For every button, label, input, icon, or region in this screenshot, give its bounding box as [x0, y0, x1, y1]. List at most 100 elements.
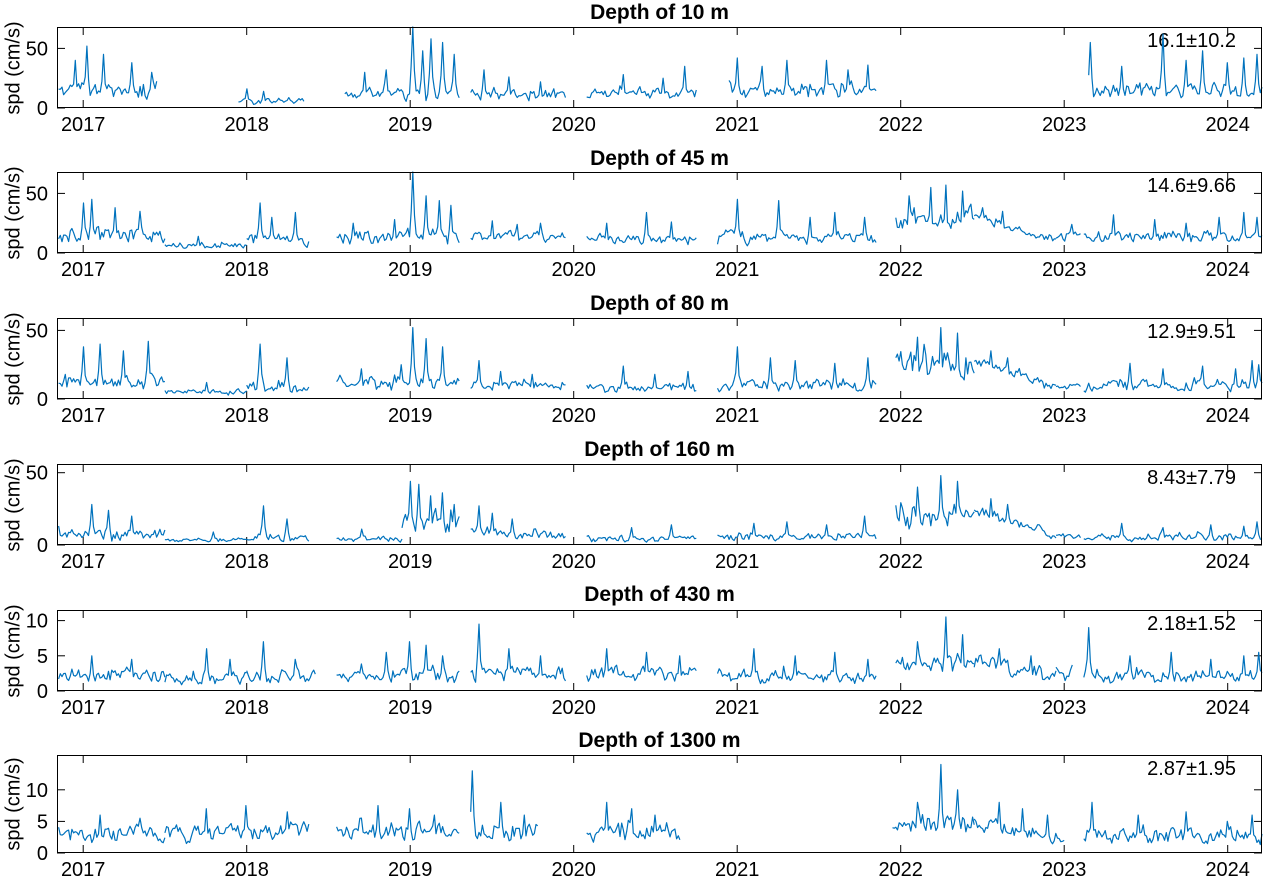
plot-area-depth-160m: 2017 2018 2019 2020 2021 2022 2023 2024 0 50 [26, 463, 1263, 573]
x-tick-label: 2023 [1042, 697, 1087, 719]
y-tick-label: 10 [26, 780, 48, 802]
x-tick-label: 2017 [61, 551, 106, 573]
speed-series-line [58, 340, 166, 390]
speed-series-line [401, 480, 460, 533]
speed-series-line [336, 171, 460, 245]
speed-series-line [336, 528, 403, 543]
y-tick-label: 0 [37, 535, 48, 557]
x-tick-label: 2018 [224, 551, 269, 573]
x-tick-label: 2019 [388, 859, 433, 877]
speed-series-line [344, 26, 460, 102]
speed-series-line [895, 475, 975, 530]
x-tick-label: 2017 [61, 697, 106, 719]
speed-series-line [336, 805, 460, 841]
x-tick-label: 2020 [551, 114, 596, 136]
x-tick-label: 2017 [61, 859, 106, 877]
y-tick-label: 0 [37, 843, 48, 865]
speed-series-line [717, 515, 877, 542]
x-tick-label: 2018 [224, 259, 269, 281]
speed-series-line [336, 327, 460, 391]
speed-series-line [973, 648, 1057, 681]
speed-series-line [164, 235, 247, 249]
plot-area-depth-430m: 2017 2018 2019 2020 2021 2022 2023 2024 0 5 10 [26, 610, 1263, 719]
speed-series-line [164, 805, 310, 845]
speed-series-line [58, 655, 166, 683]
speed-series-line [973, 350, 1057, 390]
mean-std-annotation: 2.18±1.52 [1147, 613, 1236, 635]
speed-series-line [895, 616, 975, 672]
mean-std-annotation: 8.43±7.79 [1147, 467, 1236, 489]
plot-area-depth-1300m: 2017 2018 2019 2020 2021 2022 2023 2024 0 5 10 [26, 755, 1263, 877]
speed-series-line [1083, 521, 1263, 543]
y-tick-label: 5 [37, 811, 48, 833]
speed-series-line [58, 814, 166, 844]
speed-series-line [164, 648, 247, 686]
subplot-depth-1300m: Depth of 1300 m spd (cm/s) 2.87±1.95 201… [0, 728, 1270, 877]
x-tick-label: 2021 [715, 259, 760, 281]
speed-series-line [1083, 360, 1263, 393]
x-tick-label: 2023 [1042, 405, 1087, 427]
speed-series-line [164, 381, 248, 396]
plot-area-depth-45m: 2017 2018 2019 2020 2021 2022 2023 2024 0 50 [26, 171, 1263, 281]
x-tick-label: 2023 [1042, 859, 1087, 877]
speed-series-line [470, 505, 566, 540]
speed-series-line [586, 211, 697, 246]
subplot-title: Depth of 80 m [590, 292, 729, 315]
x-tick-label: 2024 [1205, 259, 1250, 281]
y-tick-label: 50 [26, 463, 48, 485]
x-tick-label: 2023 [1042, 259, 1087, 281]
y-tick-label: 0 [37, 98, 48, 120]
speed-series-line [892, 763, 975, 833]
speed-series-line [58, 45, 158, 100]
x-tick-label: 2018 [224, 697, 269, 719]
y-tick-label: 50 [26, 183, 48, 205]
speed-series-line [586, 648, 697, 682]
x-tick-label: 2020 [551, 259, 596, 281]
speed-series-line [470, 69, 567, 102]
x-tick-label: 2018 [224, 405, 269, 427]
subplot-depth-80m: Depth of 80 m spd (cm/s) 12.9±9.51 2017 2… [0, 291, 1270, 437]
x-tick-label: 2022 [878, 551, 923, 573]
x-tick-label: 2020 [551, 405, 596, 427]
speed-series-line [716, 648, 877, 685]
y-tick-label: 0 [37, 243, 48, 265]
x-tick-label: 2023 [1042, 114, 1087, 136]
x-tick-label: 2022 [878, 859, 923, 877]
y-tick-label: 0 [37, 389, 48, 411]
plot-area-depth-80m: 2017 2018 2019 2020 2021 2022 2023 2024 0 50 [26, 318, 1263, 427]
x-tick-label: 2019 [388, 551, 433, 573]
mean-std-annotation: 16.1±10.2 [1147, 30, 1236, 52]
subplot-title: Depth of 160 m [584, 438, 735, 461]
speed-series-line [336, 641, 460, 684]
speed-series-line [470, 770, 539, 842]
speed-series-line [973, 498, 1057, 540]
speed-series-line [973, 207, 1057, 242]
speed-series-line [470, 360, 566, 391]
x-tick-label: 2021 [715, 114, 760, 136]
x-tick-label: 2022 [878, 697, 923, 719]
speed-series-line [716, 346, 877, 393]
speed-series-line [1083, 801, 1263, 846]
y-tick-label: 0 [37, 681, 48, 703]
subplot-depth-45m: Depth of 45 m spd (cm/s) 14.6±9.66 2017 2… [0, 146, 1270, 291]
speed-series-line [58, 198, 166, 244]
x-tick-label: 2023 [1042, 551, 1087, 573]
speed-series-line [586, 365, 697, 393]
mean-std-annotation: 14.6±9.66 [1147, 175, 1236, 197]
subplot-depth-430m: Depth of 430 m spd (cm/s) 2.18±1.52 2017… [0, 582, 1270, 728]
x-tick-label: 2020 [551, 551, 596, 573]
speed-series-line [58, 503, 166, 542]
x-tick-label: 2022 [878, 259, 923, 281]
speed-series-line [1083, 211, 1263, 243]
speed-series-line [895, 184, 975, 229]
x-tick-label: 2019 [388, 114, 433, 136]
subplot-title: Depth of 430 m [584, 583, 735, 606]
speed-series-line [246, 343, 310, 393]
subplot-title: Depth of 45 m [590, 147, 729, 170]
x-tick-label: 2021 [715, 551, 760, 573]
x-tick-label: 2018 [224, 114, 269, 136]
speed-series-line [470, 220, 566, 243]
y-tick-label: 50 [26, 320, 48, 342]
speed-series-line [586, 801, 681, 843]
speed-series-line [1055, 223, 1081, 242]
